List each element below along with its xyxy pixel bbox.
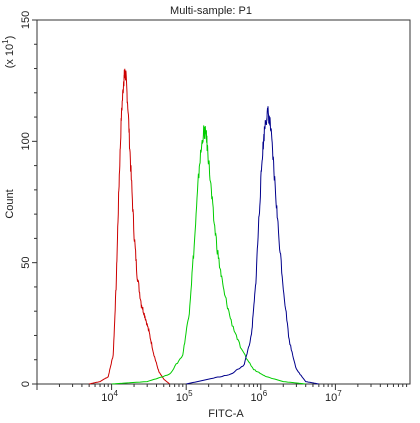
y-tick-label: 100 [20, 132, 32, 150]
y-tick-label: 150 [20, 11, 32, 29]
x-tick-label: 107 [325, 389, 342, 404]
x-axis-label: FITC-A [208, 408, 244, 420]
series-group [89, 68, 319, 385]
y-tick-label-group: 150 [20, 11, 32, 29]
x-tick-label: 105 [176, 389, 193, 404]
svg-text:(x 101): (x 101) [1, 36, 16, 69]
y-tick-label: 0 [20, 381, 32, 387]
series-line [186, 106, 319, 385]
y-tick-label-group: 100 [20, 132, 32, 150]
y-multiplier-prefix: (x 10 [4, 44, 16, 68]
y-tick-label: 50 [20, 257, 32, 269]
y-tick-label-group: 50 [20, 257, 32, 269]
x-axis: 104 105 106 107 [36, 384, 408, 404]
y-axis-label: Count [4, 189, 16, 218]
y-multiplier-label: (x 101) [1, 36, 16, 69]
x-tick-label: 104 [101, 389, 118, 404]
y-multiplier-exponent: 1 [1, 39, 10, 44]
series-line [111, 125, 306, 385]
plot-frame [36, 19, 411, 385]
x-tick-label: 106 [250, 389, 267, 404]
chart-title: Multi-sample: P1 [170, 5, 252, 17]
y-multiplier-suffix: ) [4, 36, 16, 40]
y-tick-label-group: 0 [20, 381, 32, 387]
y-axis-label-group: Count [4, 189, 16, 218]
series-line [89, 68, 171, 385]
y-axis: 0 50 100 150 [20, 11, 37, 387]
